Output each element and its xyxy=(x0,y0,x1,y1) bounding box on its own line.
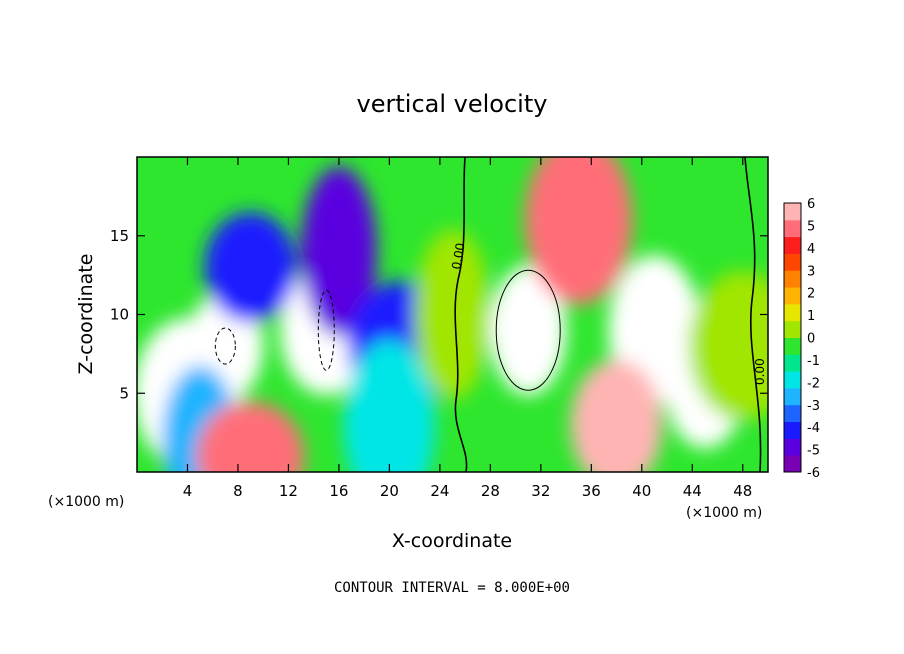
contour-negative xyxy=(317,289,335,371)
contour-zero-left xyxy=(454,157,468,472)
colorbar-swatch xyxy=(784,404,801,423)
plot-area xyxy=(137,157,768,472)
y-axis-ticks: 5 10 15 xyxy=(110,227,768,402)
contour-label-right: 0.00 xyxy=(753,358,767,385)
contour-negative xyxy=(214,327,236,365)
x-unit-left: (×1000 m) xyxy=(48,494,124,510)
colorbar-swatch xyxy=(784,253,801,271)
y-tick-label: 15 xyxy=(110,227,129,245)
colorbar-tick-label: -1 xyxy=(807,354,820,369)
y-tick-label: 10 xyxy=(110,306,129,324)
colorbar-swatch xyxy=(784,270,801,288)
colorbar-tick-label: 6 xyxy=(807,197,815,212)
heatmap-cell xyxy=(688,271,768,421)
x-tick-label: 48 xyxy=(733,482,752,500)
colorbar-swatch xyxy=(784,455,801,473)
x-tick-label: 32 xyxy=(531,482,550,500)
contour-lines xyxy=(214,157,762,472)
colorbar-swatch xyxy=(784,303,801,322)
heatmap-cell xyxy=(414,229,491,400)
x-axis-ticks: 4 8 12 16 20 24 28 32 36 40 44 48 xyxy=(183,157,752,500)
colorbar-swatch xyxy=(784,203,801,221)
colorbar: 6 5 4 3 2 1 0 -1 -2 -3 -4 -5 -6 xyxy=(783,197,820,481)
colorbar-frame xyxy=(783,202,802,473)
heatmap-cells xyxy=(137,157,768,472)
x-tick-label: 4 xyxy=(183,482,193,500)
colorbar-swatch xyxy=(784,219,801,238)
x-axis-label: X-coordinate xyxy=(392,530,512,552)
colorbar-tick-label: -2 xyxy=(807,376,820,391)
x-tick-label: 28 xyxy=(481,482,500,500)
colorbar-swatch xyxy=(784,337,801,355)
colorbar-tick-label: -3 xyxy=(807,399,820,414)
y-tick-label: 5 xyxy=(119,384,129,402)
colorbar-tick-label: -6 xyxy=(807,466,820,481)
contour-zero-right xyxy=(744,157,762,472)
contour-label-left: 0.00 xyxy=(449,242,467,271)
colorbar-swatch xyxy=(784,387,801,406)
heatmap-cell xyxy=(524,157,633,305)
chart-title: vertical velocity xyxy=(357,90,548,118)
x-tick-label: 12 xyxy=(279,482,298,500)
x-tick-label: 8 xyxy=(233,482,243,500)
x-tick-label: 24 xyxy=(430,482,449,500)
colorbar-tick-label: 5 xyxy=(807,219,815,234)
x-tick-label: 16 xyxy=(329,482,348,500)
x-unit-right: (×1000 m) xyxy=(686,505,762,521)
heatmap-cell xyxy=(570,359,663,472)
colorbar-tick-label: -4 xyxy=(807,421,820,436)
x-tick-label: 44 xyxy=(683,482,702,500)
heatmap-cell xyxy=(490,265,567,396)
heatmap-cell xyxy=(204,212,297,323)
heatmap-cell xyxy=(343,339,436,472)
heatmap-cell xyxy=(196,401,305,472)
x-tick-label: 36 xyxy=(582,482,601,500)
colorbar-swatch xyxy=(784,354,801,372)
colorbar-tick-label: 2 xyxy=(807,287,815,302)
colorbar-swatch xyxy=(784,287,801,305)
heatmap-cell xyxy=(300,166,377,337)
contour-interval-text: CONTOUR INTERVAL = 8.000E+00 xyxy=(334,580,570,596)
colorbar-swatch xyxy=(784,438,801,456)
contour-positive xyxy=(495,269,561,391)
colorbar-tick-label: 1 xyxy=(807,309,815,324)
colorbar-tick-label: -5 xyxy=(807,444,820,459)
colorbar-tick-label: 3 xyxy=(807,264,815,279)
x-tick-label: 20 xyxy=(380,482,399,500)
colorbar-tick-label: 0 xyxy=(807,332,815,347)
x-tick-label: 40 xyxy=(632,482,651,500)
colorbar-swatch xyxy=(784,421,801,439)
colorbar-swatch xyxy=(784,236,801,254)
colorbar-swatch xyxy=(784,320,801,338)
colorbar-swatch xyxy=(784,371,801,389)
colorbar-tick-label: 4 xyxy=(807,242,815,257)
y-axis-label: Z-coordinate xyxy=(75,254,97,375)
